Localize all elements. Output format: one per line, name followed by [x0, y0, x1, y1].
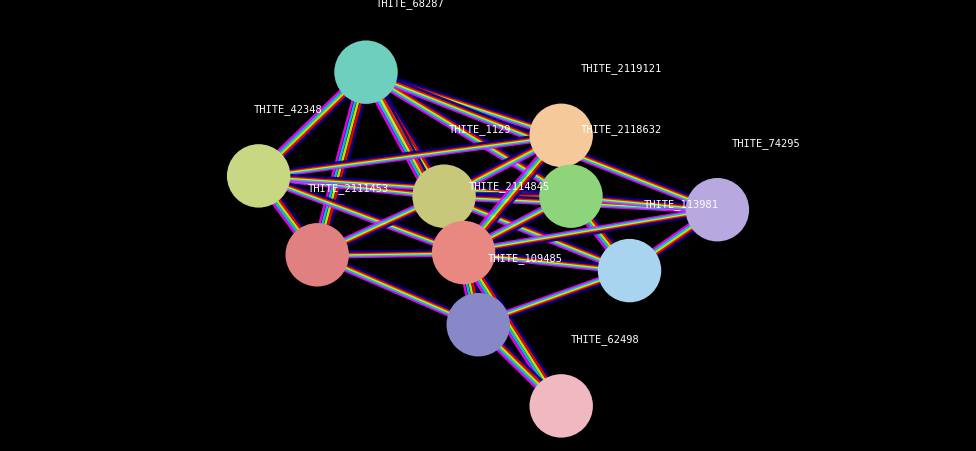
- Ellipse shape: [226, 144, 291, 207]
- Text: THITE_74295: THITE_74295: [732, 138, 800, 149]
- Text: THITE_109485: THITE_109485: [488, 253, 563, 264]
- Ellipse shape: [447, 293, 510, 356]
- Ellipse shape: [685, 178, 750, 241]
- Text: THITE_2119121: THITE_2119121: [581, 63, 662, 74]
- Text: THITE_62498: THITE_62498: [571, 334, 639, 345]
- Ellipse shape: [597, 239, 662, 302]
- Text: THITE_2111453: THITE_2111453: [307, 183, 388, 194]
- Ellipse shape: [539, 165, 602, 228]
- Text: THITE_1129: THITE_1129: [449, 124, 511, 135]
- Text: THITE_113981: THITE_113981: [644, 198, 719, 210]
- Ellipse shape: [431, 221, 496, 284]
- Ellipse shape: [334, 41, 398, 104]
- Ellipse shape: [529, 374, 593, 437]
- Text: THITE_68287: THITE_68287: [376, 0, 444, 9]
- Text: THITE_2118632: THITE_2118632: [581, 124, 662, 135]
- Ellipse shape: [413, 165, 476, 228]
- Text: THITE_42348: THITE_42348: [254, 104, 322, 115]
- Ellipse shape: [529, 104, 593, 167]
- Ellipse shape: [285, 223, 349, 286]
- Text: THITE_2114845: THITE_2114845: [468, 180, 549, 192]
